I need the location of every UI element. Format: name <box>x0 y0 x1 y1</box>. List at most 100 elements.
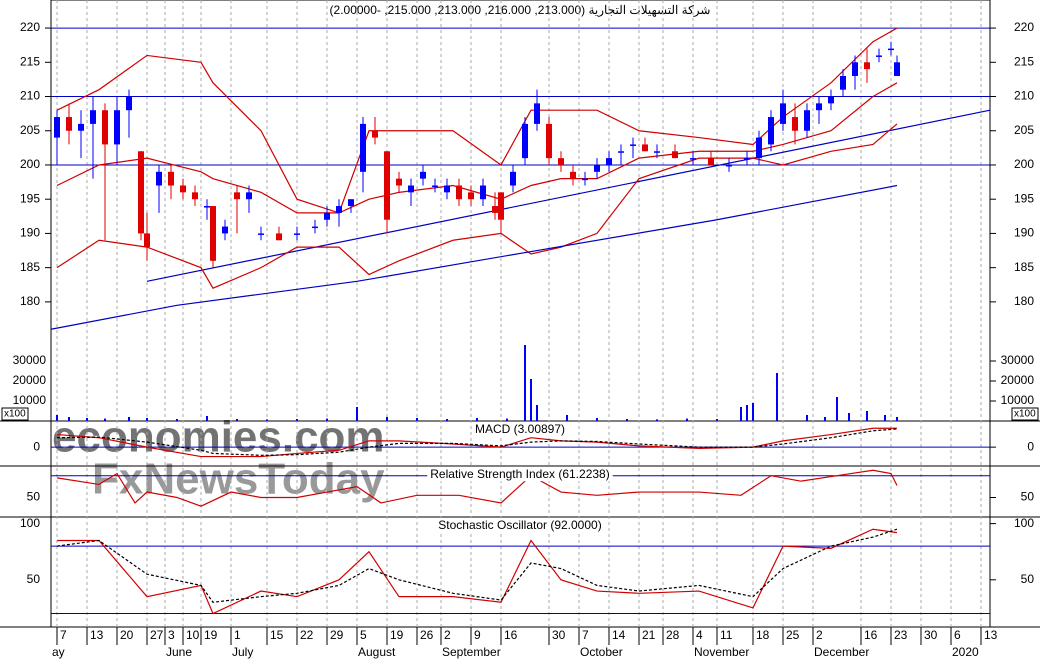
month-label: December <box>814 645 869 659</box>
volume-bar <box>848 413 850 421</box>
y-tick-label: 220 <box>1014 20 1034 34</box>
candle-body <box>444 185 450 193</box>
volume-tick-label: 30000 <box>13 353 47 367</box>
indicator-line <box>56 528 898 603</box>
candle-body <box>312 226 318 229</box>
volume-bar <box>884 415 886 421</box>
volume-bar <box>824 417 826 421</box>
candle-body <box>324 212 330 220</box>
volume-bar <box>524 345 526 421</box>
candle-body <box>234 192 240 200</box>
candle-body <box>456 185 462 200</box>
x-tick-label: 21 <box>642 628 656 642</box>
candle-body <box>792 117 798 131</box>
x-tick-label: 25 <box>786 628 800 642</box>
candle-body <box>642 144 648 152</box>
y-tick-label: 180 <box>20 294 40 308</box>
candle-body <box>690 158 696 160</box>
candle-body <box>594 164 600 172</box>
indicator-line <box>56 427 897 458</box>
x-tick-label: 5 <box>360 628 367 642</box>
x-tick-label: 10 <box>186 628 200 642</box>
x-tick-label: 26 <box>420 628 434 642</box>
x-tick-label: 18 <box>756 628 770 642</box>
y-tick-label: 190 <box>1014 226 1034 240</box>
y-tick-label: 215 <box>1014 54 1034 68</box>
candle-body <box>126 96 132 111</box>
y-tick-label: 185 <box>20 260 40 274</box>
month-label: June <box>166 645 192 659</box>
x-tick-label: 11 <box>720 628 733 642</box>
y-tick-label: 0 <box>1027 439 1034 453</box>
candle-body <box>546 123 552 159</box>
volume-bar <box>740 407 742 421</box>
candle-body <box>804 110 810 131</box>
month-label: August <box>358 645 396 659</box>
x-tick-label: 20 <box>120 628 134 642</box>
x-tick-label: 9 <box>474 628 481 642</box>
volume-bar <box>68 417 70 421</box>
candle-body <box>654 151 660 153</box>
month-label: September <box>442 645 501 659</box>
candle-body <box>510 171 516 186</box>
unit-box <box>1011 407 1039 421</box>
y-tick-label: 200 <box>1014 157 1034 171</box>
y-tick-label: 100 <box>1014 516 1034 530</box>
volume-tick-label: 20000 <box>1001 373 1035 387</box>
candle-body <box>780 103 786 124</box>
volume-bar <box>776 373 778 421</box>
y-tick-label: 50 <box>27 490 41 504</box>
candle-body <box>828 96 834 104</box>
volume-bar <box>56 415 58 421</box>
y-tick-label: 210 <box>20 89 40 103</box>
candle-body <box>246 192 252 200</box>
volume-tick-label: 10000 <box>1001 393 1035 407</box>
candle-body <box>618 151 624 153</box>
volume-bar <box>866 411 868 421</box>
candle-body <box>294 233 300 235</box>
volume-bar <box>566 415 568 421</box>
candle-body <box>606 158 612 165</box>
volume-bar <box>896 417 898 421</box>
unit-box <box>1 407 29 421</box>
x-tick-label: 7 <box>582 628 589 642</box>
panel-title: MACD (3.00897) <box>475 422 565 436</box>
candle-body <box>672 151 678 159</box>
panel-title-bg <box>435 518 605 533</box>
panel-title: Stochastic Oscillator (92.0000) <box>438 518 601 532</box>
candle-body <box>708 158 714 165</box>
candle-body <box>570 171 576 179</box>
candle-body <box>534 103 540 124</box>
volume-bar <box>356 407 358 421</box>
volume-bar <box>128 417 130 421</box>
y-tick-label: 185 <box>1014 260 1034 274</box>
x-tick-label: 16 <box>504 628 518 642</box>
x-tick-label: 30 <box>552 628 566 642</box>
y-tick-label: 50 <box>1021 572 1035 586</box>
x-tick-label: 30 <box>924 628 938 642</box>
volume-bar <box>386 417 388 421</box>
x-tick-label: 6 <box>954 628 961 642</box>
volume-bar <box>326 418 328 421</box>
volume-bar <box>656 419 658 421</box>
x-tick-label: 3 <box>168 628 175 642</box>
candle-body <box>258 233 264 235</box>
candle-body <box>90 110 96 124</box>
volume-bar <box>266 419 268 421</box>
candle-body <box>384 151 390 220</box>
volume-bar <box>236 419 238 421</box>
volume-bar <box>716 419 718 421</box>
candle-body <box>432 185 438 188</box>
volume-bar <box>146 418 148 421</box>
volume-bar <box>806 415 808 421</box>
volume-bar <box>296 419 298 421</box>
candle-body <box>114 110 120 145</box>
candle-body <box>630 144 636 146</box>
x-tick-label: 4 <box>696 628 703 642</box>
volume-bar <box>836 397 838 421</box>
volume-bar <box>206 416 208 421</box>
candle-body <box>492 206 498 213</box>
volume-bar <box>530 379 532 421</box>
x-tick-label: 23 <box>894 628 908 642</box>
